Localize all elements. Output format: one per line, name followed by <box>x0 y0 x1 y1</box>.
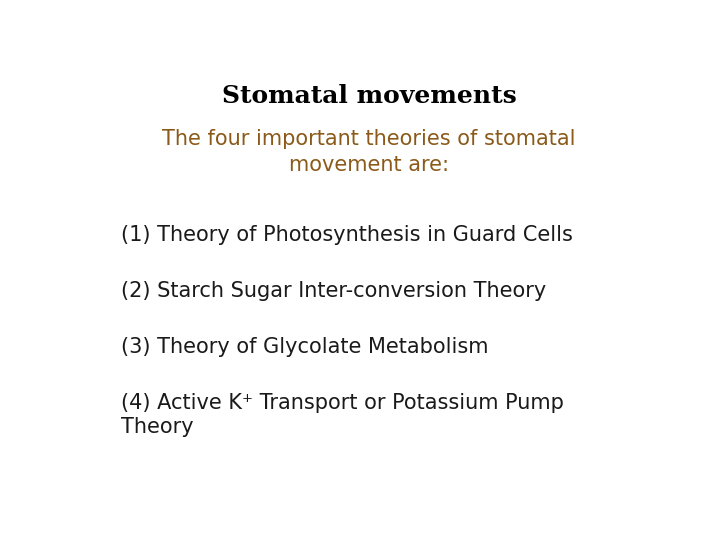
Text: (1) Theory of Photosynthesis in Guard Cells: (1) Theory of Photosynthesis in Guard Ce… <box>121 225 572 245</box>
Text: (2) Starch Sugar Inter-conversion Theory: (2) Starch Sugar Inter-conversion Theory <box>121 281 546 301</box>
Text: Stomatal movements: Stomatal movements <box>222 84 516 107</box>
Text: (4) Active K⁺ Transport or Potassium Pump
Theory: (4) Active K⁺ Transport or Potassium Pum… <box>121 393 564 437</box>
Text: (3) Theory of Glycolate Metabolism: (3) Theory of Glycolate Metabolism <box>121 337 488 357</box>
Text: The four important theories of stomatal
movement are:: The four important theories of stomatal … <box>162 129 576 175</box>
